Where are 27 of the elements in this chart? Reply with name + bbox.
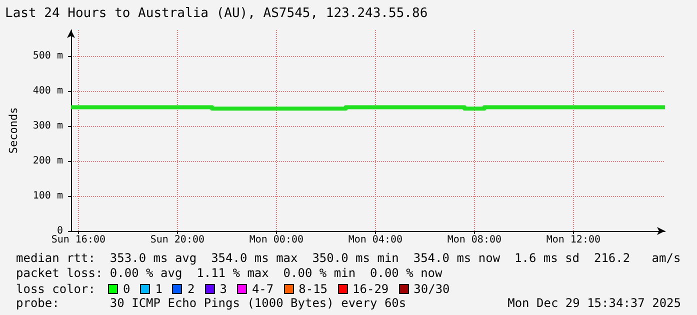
text: 2 [187,282,195,296]
text: median rtt: 353.0 ms avg 354.0 ms max 350.0 ms min 354.0 ms now 1.6 ms sd 216.2 am/s [16,251,681,266]
text: 8-15 [298,282,328,296]
y-tick-label: 0 [56,226,63,236]
text: 1 [155,282,162,296]
x-tick-label: Mon 04:00 [348,234,403,246]
text: 16-29 [352,282,389,296]
x-tick-label: Mon 12:00 [546,234,601,246]
text: probe: 30 ICMP Echo Pings (1000 Bytes) every 60s [16,296,406,311]
chart-title: Last 24 Hours to Australia (AU), AS7545, 123.243.55.86 [5,6,428,21]
x-tick-label: Sun 16:00 [51,234,106,246]
y-tick-label: 200 m [32,156,63,167]
x-tick-label: Mon 00:00 [249,234,304,246]
text: 4-7 [252,282,274,296]
text: 0 [123,282,130,296]
y-tick-label: 500 m [32,50,63,62]
text: Mon Dec 29 15:34:37 2025 [508,296,681,311]
y-tick-label: 400 m [32,86,63,97]
x-tick-label: Mon 08:00 [447,234,502,246]
y-tick-label: 300 m [32,120,63,132]
text: 30/30 [414,282,450,296]
x-tick-label: Sun 20:00 [150,234,205,246]
text: 3 [220,282,227,296]
y-tick-label: 100 m [32,190,63,202]
text: packet loss: 0.00 % avg 1.11 % max 0.00 % min 0.00 % now [16,266,444,281]
y-axis-title: Seconds [7,107,20,154]
text: loss color: [16,282,96,296]
